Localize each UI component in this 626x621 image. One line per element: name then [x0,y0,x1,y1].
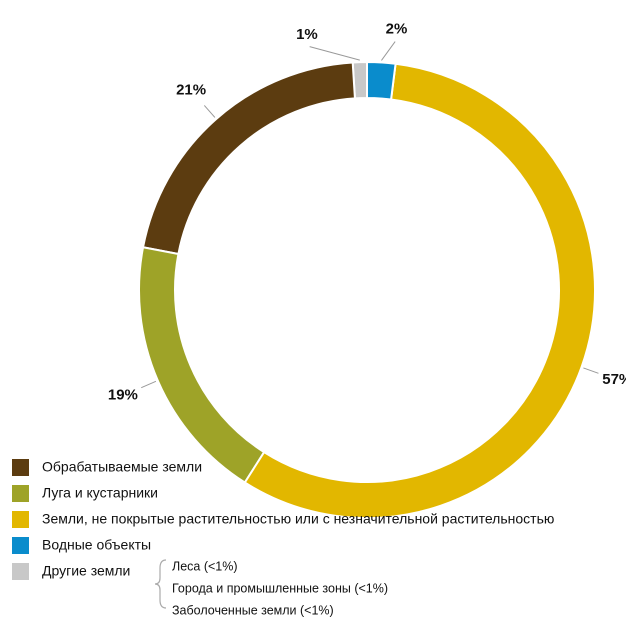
leader-line [203,105,216,118]
value-label: 19% [108,387,138,404]
donut-segment [138,246,266,484]
legend-label: Луга и кустарники [42,485,158,501]
legend-swatch [12,511,29,528]
value-label: 1% [296,26,318,43]
leader-line [309,46,360,61]
bracket [154,559,167,609]
leader-line [141,380,157,389]
legend-sublabel: Города и промышленные зоны (<1%) [172,581,388,595]
legend-swatch [12,485,29,502]
leader-line [381,41,396,61]
value-label: 57% [602,371,626,388]
legend-sublabel: Заболоченные земли (<1%) [172,603,334,617]
legend-label: Обрабатываемые земли [42,459,202,475]
legend-label: Водные объекты [42,537,151,553]
legend-label: Другие земли [42,563,130,579]
value-label: 2% [386,21,408,38]
donut-segment [243,62,596,519]
donut-segment [366,60,397,101]
leader-line [583,367,599,374]
legend-swatch [12,459,29,476]
legend-label: Земли, не покрытые растительностью или с… [42,511,554,527]
value-label: 21% [176,81,206,98]
legend-swatch [12,537,29,554]
legend-sublabel: Леса (<1%) [172,559,238,573]
donut-segment [141,61,357,256]
legend-swatch [12,563,29,580]
